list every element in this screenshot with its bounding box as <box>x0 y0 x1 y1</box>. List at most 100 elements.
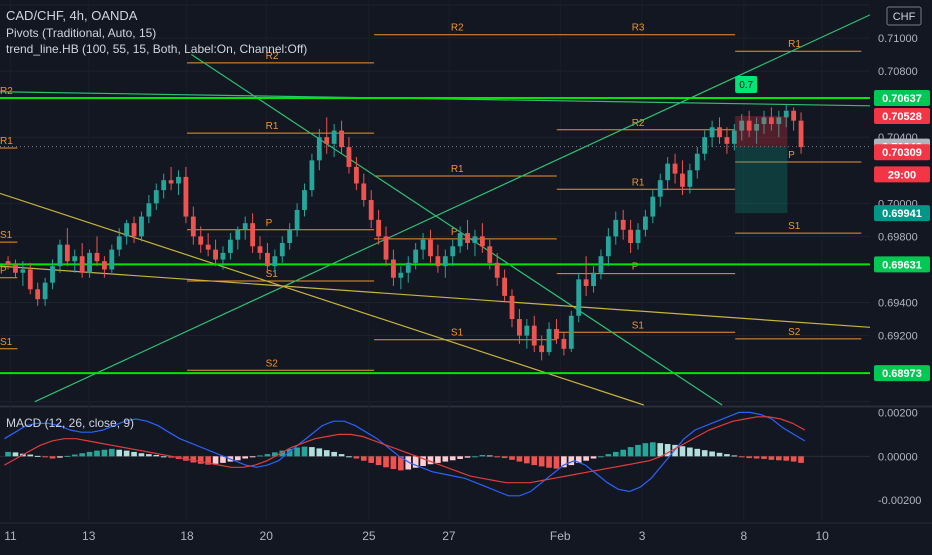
take-profit-zone <box>735 146 788 214</box>
macd-histogram-bar <box>768 456 775 460</box>
pivot-level-label: S1 <box>0 230 13 241</box>
time-axis-tick: Feb <box>550 529 571 543</box>
macd-histogram-bar <box>398 456 404 471</box>
candle-body <box>72 256 78 262</box>
pivot-level-label: R1 <box>632 177 645 188</box>
macd-histogram-bar <box>724 454 730 457</box>
macd-axis-tick: 0.00000 <box>878 451 918 463</box>
candle-body <box>465 233 470 243</box>
candle-body <box>398 272 404 278</box>
candle-body <box>694 153 700 171</box>
macd-histogram-bar <box>146 454 152 457</box>
macd-histogram-bar <box>568 456 575 466</box>
price-tag <box>874 205 930 222</box>
macd-axis-tick: 0.00200 <box>878 407 918 419</box>
macd-histogram-bar <box>12 452 19 457</box>
candle-body <box>442 256 448 267</box>
macd-histogram-bar <box>108 448 115 457</box>
candle-body <box>494 262 500 278</box>
macd-histogram-bar <box>575 456 582 463</box>
candle-body <box>5 261 11 265</box>
candle-body <box>435 256 441 267</box>
macd-histogram-bar <box>331 451 337 457</box>
candle-body <box>687 170 693 187</box>
candle-body <box>472 236 478 243</box>
candle-body <box>153 190 159 204</box>
candle-body <box>487 246 493 263</box>
price-tag <box>874 90 930 107</box>
macd-histogram-bar <box>420 456 426 466</box>
time-axis-tick: 3 <box>639 529 646 543</box>
macd-histogram-bar <box>501 456 508 459</box>
candle-body <box>754 123 759 131</box>
candle-body <box>457 233 463 247</box>
macd-histogram-bar <box>316 448 323 457</box>
pivot-level-label: R1 <box>0 136 13 147</box>
macd-histogram-bar <box>605 454 612 457</box>
candle-body <box>739 120 745 131</box>
price-tag-label: 29:00 <box>888 169 916 181</box>
macd-histogram-bar <box>561 456 567 468</box>
candle-body <box>650 196 656 217</box>
trend-line-yellow <box>0 265 871 328</box>
candle-body <box>502 277 508 296</box>
pivot-level-label: S1 <box>0 337 13 348</box>
macd-histogram-bar <box>346 456 352 458</box>
candle-body <box>257 246 263 253</box>
macd-legend[interactable]: MACD (12, 26, close, 9) <box>6 416 135 430</box>
macd-histogram-bar <box>731 455 738 457</box>
trade-label: 0.7 <box>739 80 753 91</box>
macd-histogram-bar <box>234 456 241 461</box>
candle-body <box>791 110 797 121</box>
time-axis-tick: 18 <box>180 529 194 543</box>
candle-body <box>116 236 122 250</box>
candle-body <box>13 264 18 273</box>
macd-histogram-bar <box>709 451 715 457</box>
candle-body <box>702 137 708 154</box>
pivots-legend[interactable]: Pivots (Traditional, Auto, 15) <box>6 26 157 40</box>
macd-histogram-bar <box>642 443 649 457</box>
time-axis-tick: 20 <box>260 529 274 543</box>
macd-histogram-bar <box>64 455 71 457</box>
candle-body <box>131 223 137 237</box>
candle-body <box>583 279 589 286</box>
symbol-title[interactable]: CAD/CHF, 4h, OANDA <box>6 8 138 23</box>
macd-histogram-bar <box>383 456 389 468</box>
trend-line-green <box>191 54 723 406</box>
macd-histogram-bar <box>650 442 656 457</box>
macd-histogram-bar <box>509 456 515 460</box>
price-axis-tick: 0.70800 <box>878 66 918 78</box>
time-axis-tick: 13 <box>82 529 96 543</box>
trendline-legend[interactable]: trend_line.HB (100, 55, 15, Both, Label:… <box>6 42 308 56</box>
candle-body <box>183 176 189 217</box>
currency-badge <box>886 6 922 26</box>
macd-histogram-bar <box>538 456 545 467</box>
price-tag <box>874 365 930 382</box>
price-tag-label: 0.69631 <box>882 259 922 271</box>
price-axis-tick: 0.69800 <box>878 231 918 243</box>
macd-histogram-bar <box>687 447 693 457</box>
price-tag <box>874 256 930 273</box>
macd-histogram-bar <box>457 456 463 459</box>
pivot-level-label: S2 <box>788 327 801 338</box>
macd-histogram-bar <box>205 456 211 465</box>
price-tag-label: 0.70309 <box>882 147 922 159</box>
macd-histogram-bar <box>524 456 530 464</box>
candle-body <box>672 163 678 174</box>
macd-histogram-bar <box>486 455 493 457</box>
macd-histogram-bar <box>753 456 760 459</box>
candle-body <box>57 244 63 267</box>
price-axis-tick: 0.71000 <box>878 33 918 45</box>
candle-body <box>620 219 626 230</box>
pivot-level-label: P <box>0 266 7 277</box>
macd-histogram-bar <box>49 456 56 459</box>
candle-body <box>265 252 270 267</box>
pivot-level-label: P <box>266 218 273 229</box>
candle-body <box>242 223 248 230</box>
macd-histogram-bar <box>353 456 360 459</box>
candle-body <box>798 120 804 148</box>
macd-histogram-bar <box>405 456 412 470</box>
candle-body <box>628 229 633 243</box>
